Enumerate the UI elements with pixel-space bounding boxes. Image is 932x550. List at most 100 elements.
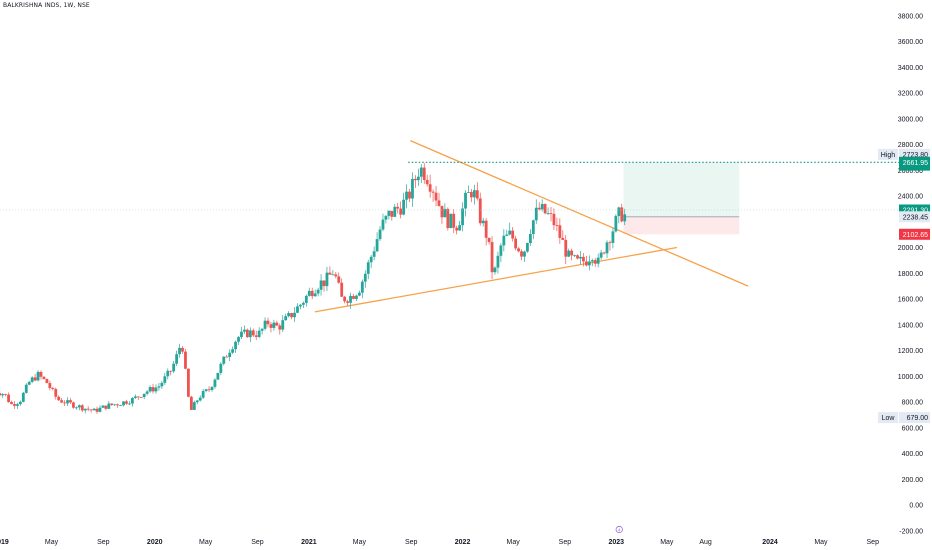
candle-body [260, 328, 264, 331]
trendlines [314, 140, 749, 313]
candle-body [455, 227, 459, 231]
y-tick-label: 200.00 [902, 477, 924, 484]
candle-body [281, 320, 285, 330]
candle-body [219, 363, 223, 373]
trendline-upper[interactable] [410, 140, 749, 287]
candle-body [464, 192, 467, 209]
candle-body [198, 397, 202, 401]
candle-body [304, 295, 308, 303]
candle-body [225, 356, 229, 358]
candle-body [620, 207, 624, 222]
candle-body [390, 210, 394, 217]
candle-body [69, 400, 72, 403]
candle-body [470, 192, 473, 198]
candle-body [189, 396, 193, 410]
candle-body [192, 402, 196, 410]
candlesticks [0, 163, 627, 414]
time-axis: 2019 May Sep 2020 May Sep 2021 May Sep 2022 May Sep… [0, 525, 879, 546]
candle-body [561, 237, 565, 240]
candle-body [72, 402, 75, 408]
candle-body [328, 272, 332, 275]
candle-body [481, 220, 485, 224]
candle-body [237, 337, 240, 342]
candle-body [296, 306, 299, 313]
candle-body [540, 203, 544, 210]
candle-body [375, 239, 379, 252]
candle-body [54, 388, 58, 397]
candle-body [337, 276, 341, 283]
candle-body [352, 296, 355, 299]
candle-body [216, 372, 220, 380]
candle-body [431, 191, 435, 193]
candle-body [458, 225, 462, 231]
candle-body [355, 295, 358, 299]
candle-body [573, 255, 576, 257]
candle-body [290, 313, 293, 318]
badge-value-bg [899, 156, 930, 168]
y-tick-label: 3800.00 [898, 13, 923, 20]
candle-body [543, 203, 547, 214]
badge-value-bg [899, 211, 930, 223]
candle-body [387, 210, 391, 216]
x-tick-label: May [45, 539, 59, 546]
candle-body [502, 235, 506, 246]
candle-body [195, 400, 199, 403]
candle-body [505, 234, 509, 236]
badge-value: 679.00 [907, 415, 929, 422]
candle-body [576, 255, 579, 259]
candle-body [110, 403, 114, 405]
candle-body [21, 392, 25, 402]
candle-body [528, 233, 532, 244]
candle-body [119, 405, 123, 407]
candle-body [537, 207, 541, 210]
candle-body [319, 280, 323, 290]
candle-body [266, 320, 270, 325]
event-marker[interactable] [615, 525, 623, 534]
candle-body [57, 396, 61, 401]
y-tick-label: 2000.00 [898, 245, 923, 252]
y-tick-label: 0.00 [909, 503, 923, 510]
badge-label-bg [878, 412, 898, 424]
candle-body [484, 220, 488, 238]
badge-value: 2723.80 [903, 152, 928, 159]
candle-body [45, 378, 49, 384]
candle-body [602, 252, 606, 254]
candle-body [357, 292, 361, 296]
candle-body [511, 230, 515, 239]
candle-body [478, 198, 482, 224]
candle-body [33, 377, 37, 381]
x-tick-label: 2023 [608, 539, 624, 546]
badge-label: High [881, 152, 896, 159]
candle-body [284, 316, 288, 321]
badge-value-bg [899, 204, 930, 216]
candle-body [181, 347, 184, 352]
candle-body [475, 190, 479, 199]
candle-body [564, 239, 568, 257]
y-tick-label: 1200.00 [898, 348, 923, 355]
candle-body [157, 386, 161, 388]
badge-value: 2238.45 [903, 214, 928, 221]
y-tick-label: 600.00 [902, 425, 924, 432]
x-tick-label: 2020 [147, 539, 163, 546]
x-tick-label: May [353, 539, 367, 546]
candle-body [313, 293, 317, 297]
candle-body [419, 167, 423, 177]
candle-body [378, 229, 382, 240]
x-tick-label: Sep [251, 539, 264, 546]
trendline-lower[interactable] [314, 246, 678, 313]
candle-body [558, 225, 562, 238]
candle-body [178, 347, 181, 355]
candle-body [0, 393, 2, 396]
candle-body [269, 324, 273, 328]
candle-body [107, 403, 111, 409]
candle-body [384, 215, 388, 220]
candle-body [596, 257, 600, 264]
candle-body [251, 330, 255, 336]
candle-body [349, 296, 352, 303]
candle-body [172, 363, 176, 372]
candle-body [98, 407, 102, 412]
candle-body [487, 237, 491, 243]
candle-body [66, 400, 69, 404]
candle-body [393, 206, 397, 217]
